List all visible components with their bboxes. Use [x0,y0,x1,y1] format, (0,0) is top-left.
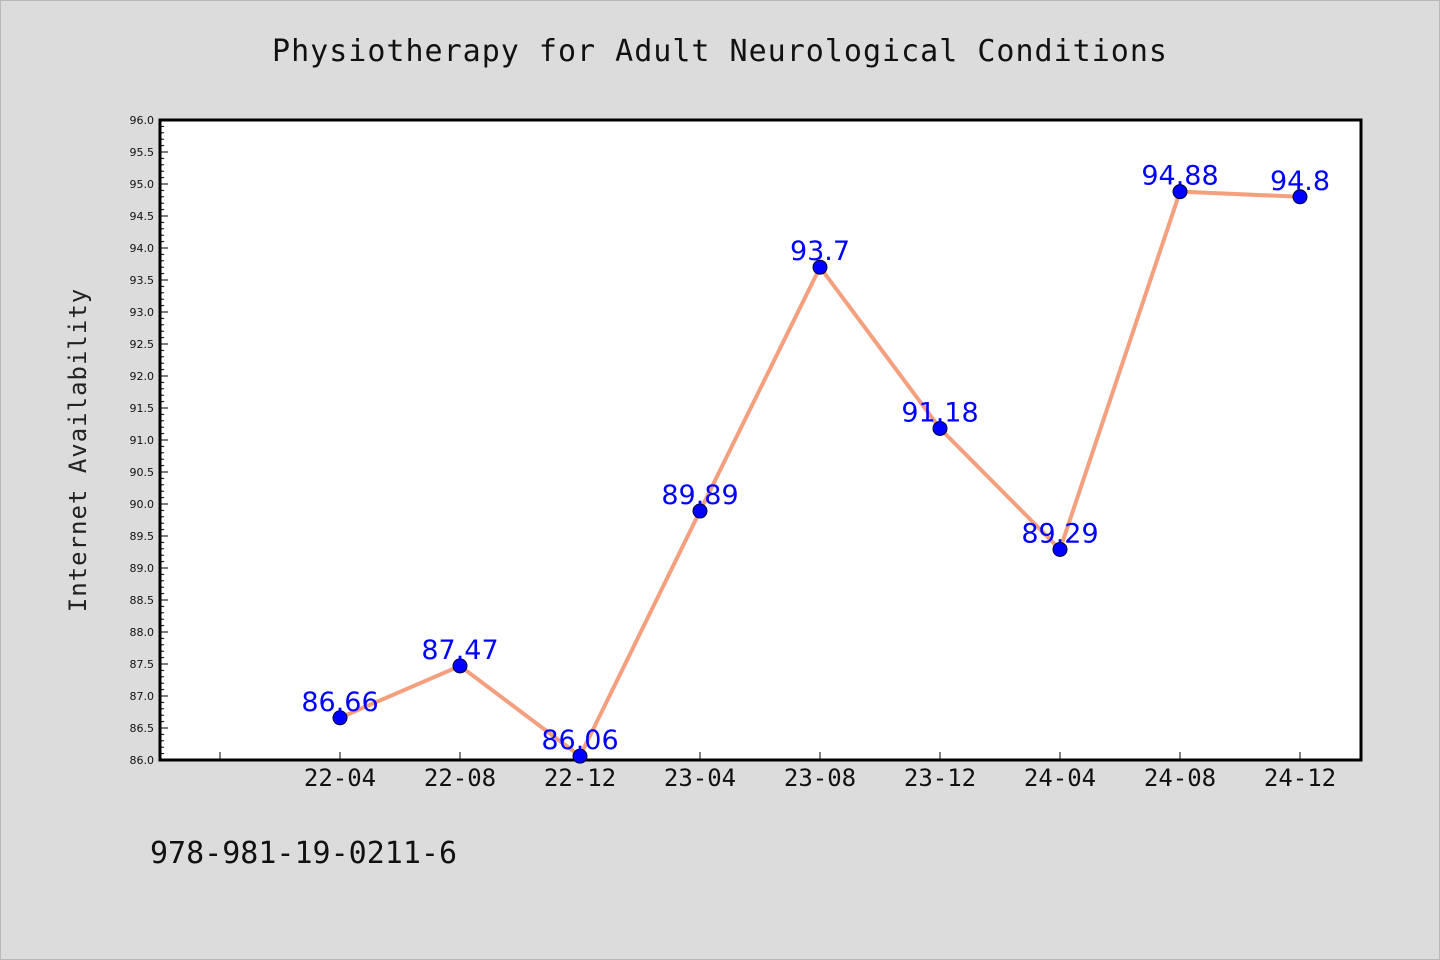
x-tick-label: 24-04 [1024,764,1096,792]
y-tick-label: 91.5 [130,402,155,415]
data-label: 94.8 [1270,166,1330,197]
data-labels: 86.66 87.47 86.06 89.89 93.7 91.18 89.29 94.88 9… [301,161,1330,756]
y-axis: 86.0 86.5 87.0 87.5 88.0 88.5 89.0 89.5 90.0 90.5… [130,114,168,767]
x-tick-label: 22-08 [424,764,496,792]
y-tick-label: 92.0 [130,370,155,383]
data-label: 91.18 [901,397,978,428]
data-label: 93.7 [790,236,850,267]
y-axis-label: Internet Availability [64,288,92,612]
x-tick-label: 23-04 [664,764,736,792]
y-tick-label: 90.5 [130,466,155,479]
y-tick-label: 90.0 [130,498,155,511]
x-tick-label: 23-12 [904,764,976,792]
y-tick-label: 86.5 [130,722,155,735]
x-tick-label: 23-08 [784,764,856,792]
y-tick-label: 94.5 [130,210,155,223]
data-label: 89.29 [1021,518,1098,549]
chart-title: Physiotherapy for Adult Neurological Con… [272,34,1168,69]
data-point [452,658,468,674]
y-tick-label: 87.5 [130,658,155,671]
x-tick-label: 22-04 [304,764,376,792]
y-tick-label: 88.0 [130,626,155,639]
x-tick-label: 24-08 [1144,764,1216,792]
y-tick-label: 87.0 [130,690,155,703]
y-tick-label: 93.5 [130,274,155,287]
x-tick-label: 24-12 [1264,764,1336,792]
data-label: 94.88 [1141,161,1218,192]
data-label: 86.66 [301,687,378,718]
data-point [1292,189,1308,205]
data-point [332,710,348,726]
y-tick-label: 95.0 [130,178,155,191]
x-axis: 22-04 22-08 22-12 23-04 23-08 23-12 24-04 24-08… [219,752,1336,792]
y-tick-label: 92.5 [130,338,155,351]
data-label: 89.89 [661,480,738,511]
y-tick-label: 89.5 [130,530,155,543]
data-point [932,420,948,436]
data-point [1052,541,1068,557]
data-point [812,259,828,275]
series-markers [332,184,1308,764]
data-point [692,503,708,519]
y-tick-label: 95.5 [130,146,155,159]
plot-area [158,118,1363,762]
data-label: 86.06 [541,725,618,756]
y-tick-label: 89.0 [130,562,155,575]
y-tick-label: 86.0 [130,754,155,767]
y-tick-label: 91.0 [130,434,155,447]
y-tick-label: 96.0 [130,114,155,127]
x-tick-label: 22-12 [544,764,616,792]
y-tick-label: 88.5 [130,594,155,607]
data-label: 87.47 [421,635,498,666]
y-tick-label: 93.0 [130,306,155,319]
y-tick-label: 94.0 [130,242,155,255]
data-point [572,748,588,764]
data-point [1172,184,1188,200]
isbn-text: 978-981-19-0211-6 [150,836,458,871]
